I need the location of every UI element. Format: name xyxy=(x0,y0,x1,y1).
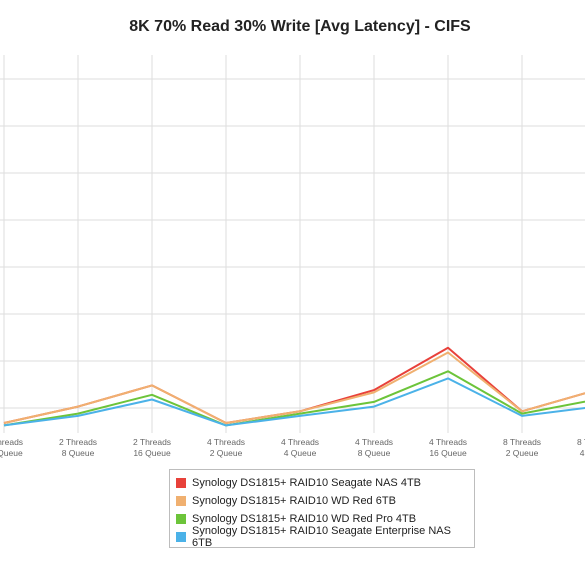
legend-item: Synology DS1815+ RAID10 WD Red Pro 4TB xyxy=(176,510,474,528)
legend-swatch xyxy=(176,496,186,506)
series-line-4 xyxy=(3,377,585,427)
legend-label: Synology DS1815+ RAID10 Seagate NAS 4TB xyxy=(192,477,421,489)
legend-swatch xyxy=(176,478,186,488)
x-tick-label: 2 Queue xyxy=(506,448,539,458)
x-tick-label: 4 Threads xyxy=(281,437,319,447)
x-tick-label: 8 Queue xyxy=(358,448,391,458)
series-line-2 xyxy=(3,351,585,424)
series-line-3 xyxy=(3,370,585,427)
x-tick-label: 8 Threads xyxy=(503,437,541,447)
x-tick-label: 4 Threads xyxy=(207,437,245,447)
legend-item: Synology DS1815+ RAID10 Seagate Enterpri… xyxy=(176,525,474,549)
x-tick-label: 16 Queue xyxy=(133,448,171,458)
legend-swatch xyxy=(176,532,186,542)
x-tick-label: 4 Queue xyxy=(284,448,317,458)
legend-item: Synology DS1815+ RAID10 Seagate NAS 4TB xyxy=(176,474,474,492)
x-tick-label: 1 Threads xyxy=(0,437,23,447)
legend-label: Synology DS1815+ RAID10 WD Red Pro 4TB xyxy=(192,513,417,525)
chart-title: 8K 70% Read 30% Write [Avg Latency] - CI… xyxy=(129,18,471,35)
legend-item: Synology DS1815+ RAID10 WD Red 6TB xyxy=(176,492,474,510)
x-tick-label: 2 Threads xyxy=(133,437,171,447)
x-tick-label: 2 Threads xyxy=(59,437,97,447)
x-tick-label: 4 Queue xyxy=(580,448,585,458)
legend: Synology DS1815+ RAID10 Seagate NAS 4TB S… xyxy=(169,469,475,549)
x-tick-label: 2 Queue xyxy=(210,448,243,458)
grid-lines xyxy=(0,55,585,433)
x-tick-label: 8 Threads xyxy=(577,437,585,447)
x-tick-label: 16 Queue xyxy=(0,448,23,458)
legend-swatch xyxy=(176,514,186,524)
x-tick-label: 8 Queue xyxy=(62,448,95,458)
x-tick-label: 16 Queue xyxy=(429,448,467,458)
legend-label: Synology DS1815+ RAID10 WD Red 6TB xyxy=(192,495,396,507)
series-lines xyxy=(3,346,585,427)
x-tick-label: 4 Threads xyxy=(355,437,393,447)
x-tick-label: 4 Threads xyxy=(429,437,467,447)
legend-label: Synology DS1815+ RAID10 Seagate Enterpri… xyxy=(192,525,451,549)
